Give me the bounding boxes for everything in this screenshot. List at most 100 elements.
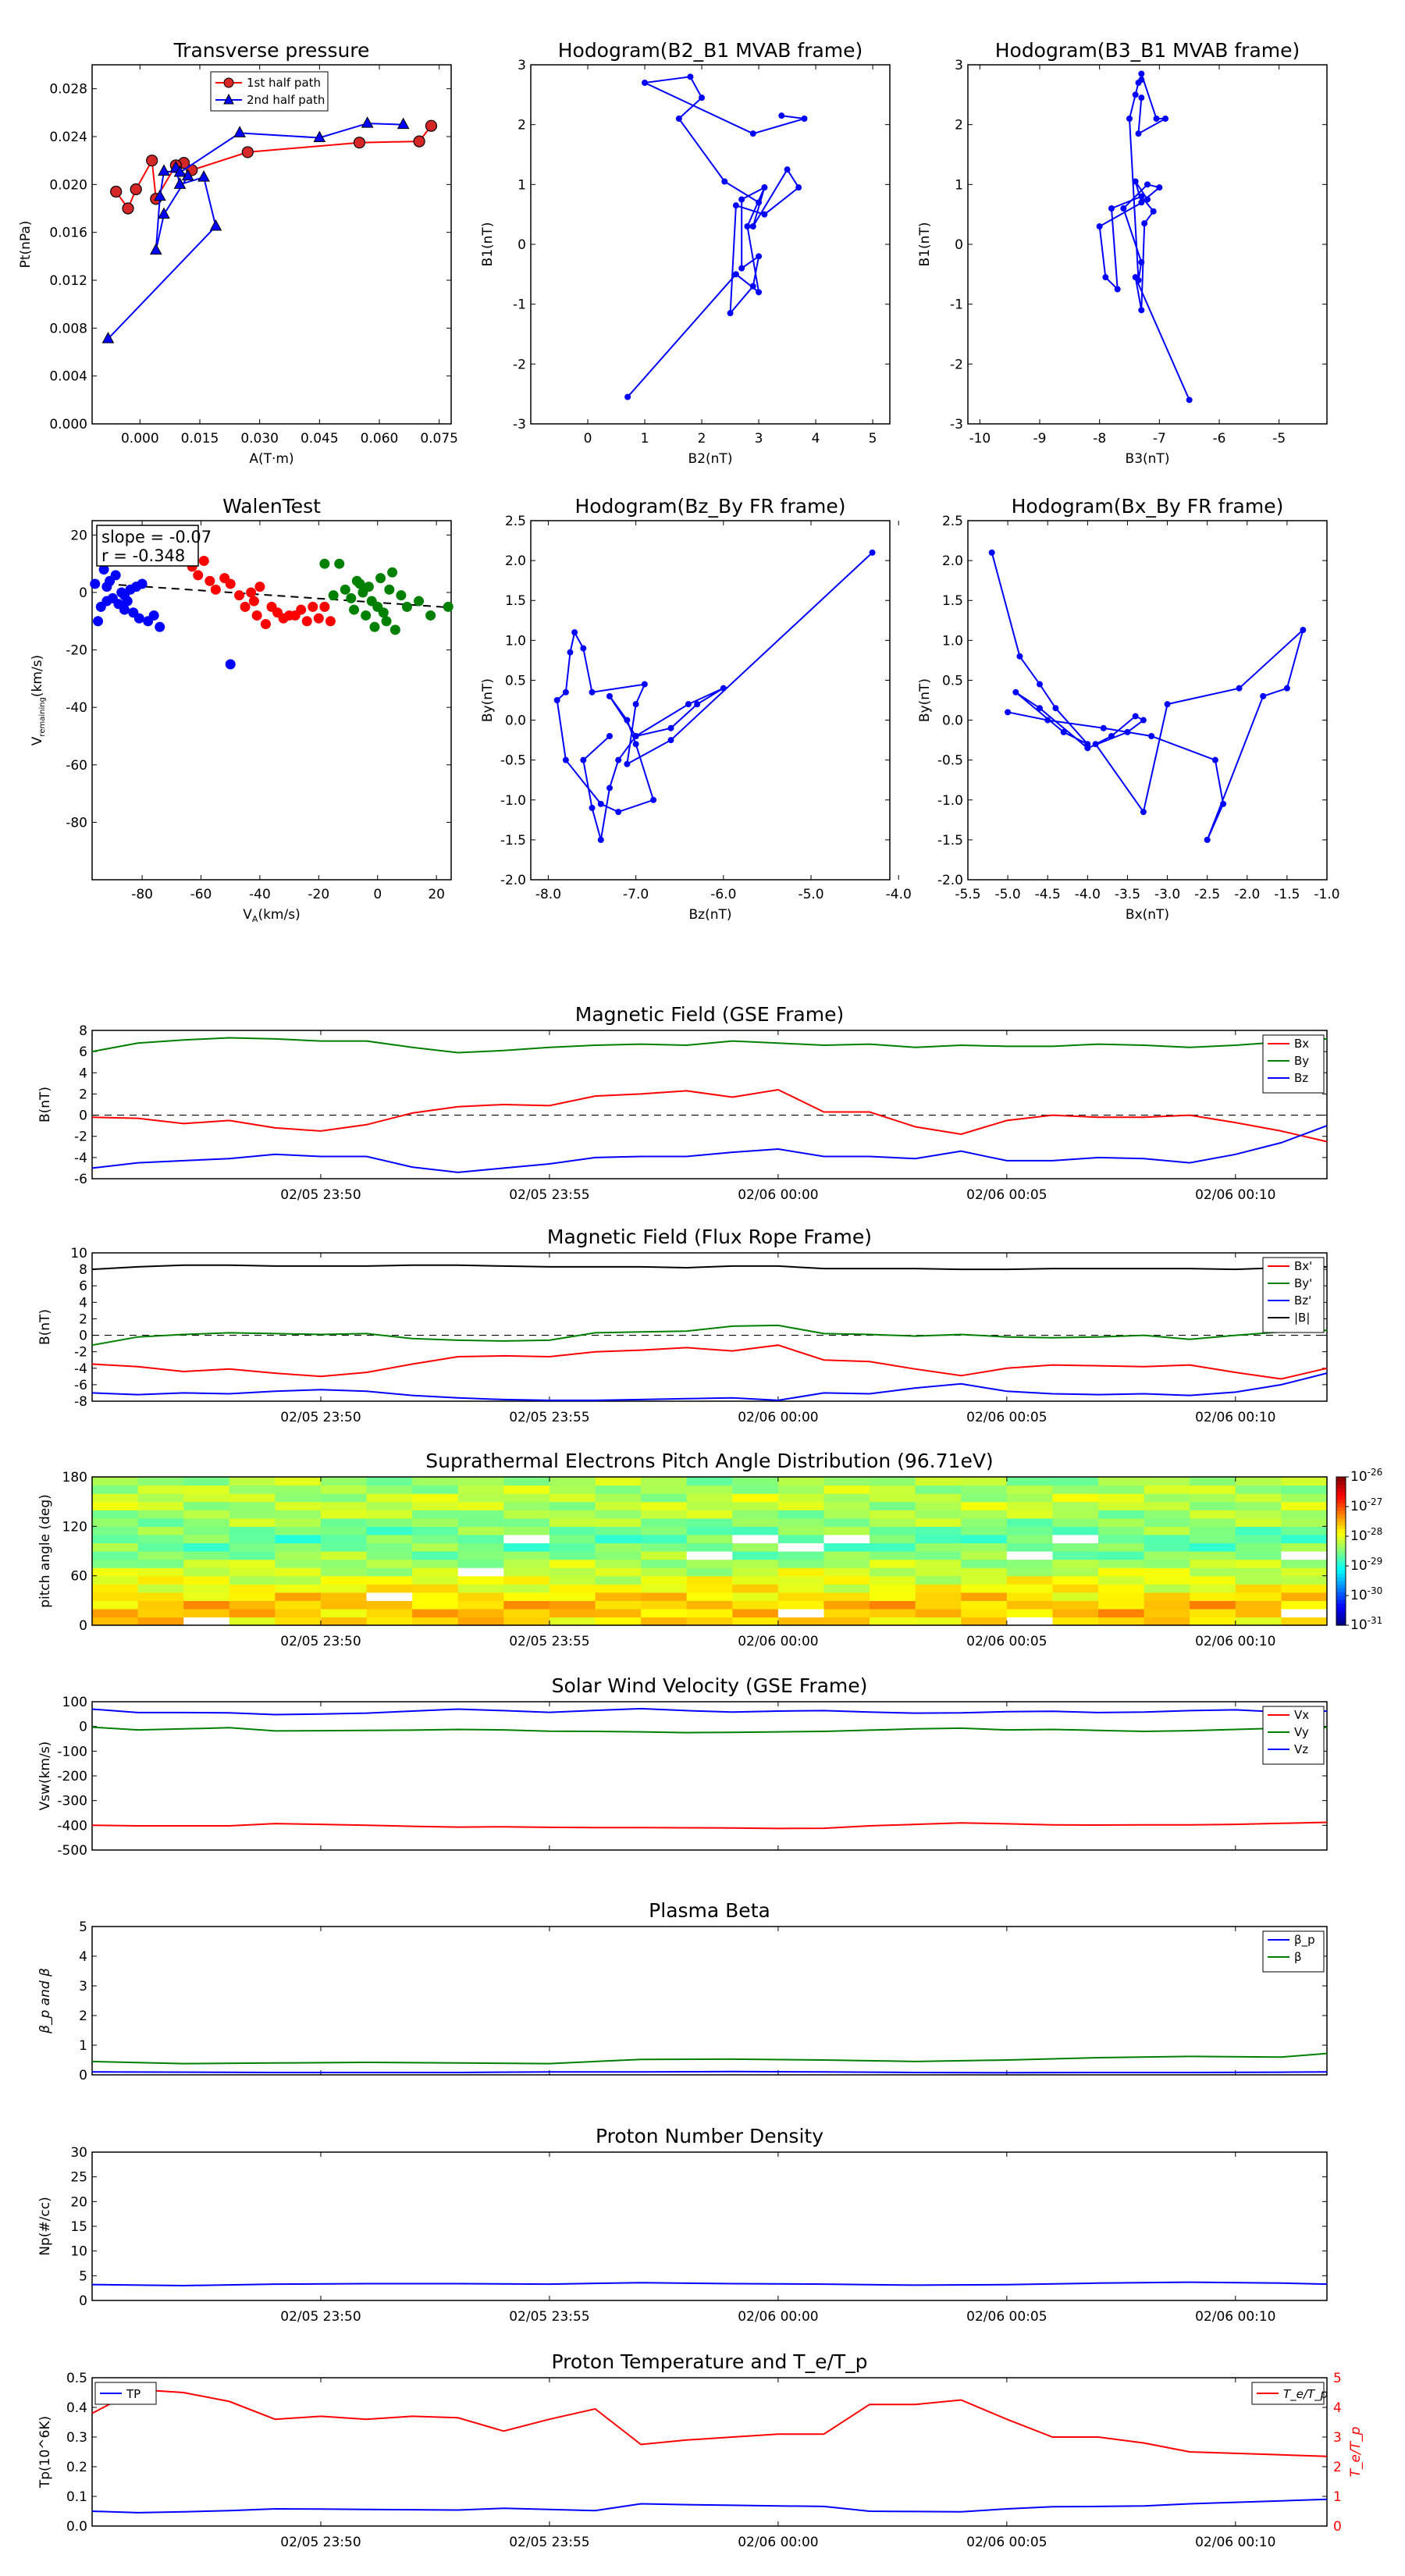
x-tick-label: -3.0 [1154, 887, 1180, 902]
y-tick-label: 3 [955, 58, 963, 73]
heatmap-cell [1052, 1617, 1099, 1626]
hodogram-point [1138, 94, 1145, 101]
heatmap-cell [457, 1493, 504, 1503]
y-tick-label: 8 [79, 1262, 87, 1278]
colorbar-tick-label: 10-27 [1350, 1496, 1382, 1514]
heatmap-cell [732, 1600, 779, 1610]
y-tick-label: -40 [66, 700, 87, 716]
point-2nd-half [181, 169, 194, 181]
heatmap-cell [870, 1526, 916, 1535]
heatmap-cell [137, 1559, 184, 1568]
heatmap-cell [457, 1517, 504, 1527]
legend-label: Bx [1294, 1037, 1309, 1051]
y-tick-label: 0 [79, 1618, 87, 1634]
hodogram-point [615, 809, 622, 816]
heatmap-cell [1235, 1485, 1282, 1494]
y2-tick-label: 0 [1333, 2519, 1342, 2535]
heatmap-cell [777, 1526, 825, 1535]
colorbar-segment [1336, 1525, 1346, 1530]
heatmap-cell [961, 1501, 1008, 1510]
walen-point [319, 601, 330, 612]
hodogram-point [650, 796, 657, 803]
heatmap-cell [1190, 1485, 1236, 1494]
hodogram-point [744, 223, 751, 229]
heatmap-cell [961, 1567, 1008, 1577]
walen-point [363, 582, 374, 592]
annotation-r: r = -0.348 [101, 546, 185, 565]
x-tick-label: 02/06 00:10 [1195, 1634, 1275, 1649]
heatmap-cell [641, 1551, 688, 1560]
heatmap-cell [732, 1501, 779, 1510]
hodogram-point [1092, 741, 1099, 748]
walen-point [414, 596, 425, 607]
heatmap-cell [320, 1600, 368, 1610]
x-axis-label-sub: A [252, 914, 258, 924]
heatmap-cell [1098, 1592, 1145, 1601]
heatmap-cell [275, 1542, 322, 1552]
heatmap-cell [137, 1584, 184, 1593]
point-1st-half [241, 146, 254, 158]
heatmap-cell [1235, 1600, 1282, 1610]
heatmap-cell [1052, 1485, 1099, 1494]
hodogram-point [1037, 705, 1043, 712]
walen-point [148, 610, 159, 621]
x-tick-label: -5.0 [798, 887, 823, 902]
heatmap-cell [595, 1510, 642, 1519]
heatmap-cell [1098, 1567, 1145, 1577]
heatmap-cell [503, 1534, 550, 1544]
heatmap-cell [229, 1526, 276, 1535]
hodogram-point [1135, 130, 1142, 137]
heatmap-cell [457, 1567, 504, 1577]
heatmap-cell [961, 1551, 1008, 1560]
x-tick-label: -1.5 [1274, 887, 1300, 902]
heatmap-cell [549, 1542, 596, 1552]
heatmap-cell [732, 1575, 779, 1585]
x-tick-label: -4.0 [886, 887, 912, 902]
hodogram-point [1144, 181, 1151, 188]
colorbar-segment [1336, 1621, 1346, 1626]
heatmap-cell [366, 1617, 413, 1626]
hodogram-point [738, 196, 745, 203]
heatmap-cell [92, 1559, 139, 1568]
heatmap-cell [732, 1493, 779, 1503]
colorbar-tick-label: 10-29 [1350, 1556, 1382, 1574]
colorbar-tick-label: 10-31 [1350, 1615, 1382, 1633]
hodogram-point [1108, 205, 1115, 212]
heatmap-cell [1144, 1485, 1190, 1494]
y-tick-label: 15 [70, 2219, 87, 2235]
heatmap-cell [1235, 1551, 1282, 1560]
heatmap-cell [823, 1608, 870, 1618]
x-tick-label: 0.015 [181, 431, 219, 447]
heatmap-cell [412, 1485, 459, 1494]
series-line-1 [91, 2070, 1328, 2074]
y-tick-label: 10 [70, 1246, 87, 1261]
heatmap-cell [823, 1600, 870, 1610]
x-tick-label: 02/06 00:05 [966, 1187, 1047, 1203]
y-axis-label: B1(nT) [917, 222, 933, 267]
heatmap-cell [1144, 1477, 1190, 1486]
heatmap-cell [183, 1510, 230, 1519]
y-tick-label: 0.3 [66, 2430, 87, 2446]
y-axis-label: Vsw(km/s) [37, 1742, 53, 1811]
y-tick-label: -2 [513, 357, 526, 372]
heatmap-cell [732, 1542, 779, 1552]
y-axis-label-main: V [30, 736, 45, 745]
heatmap-cell [1006, 1592, 1054, 1601]
y-tick-label: 0 [518, 237, 526, 253]
heatmap-cell [366, 1584, 413, 1593]
series-line-1 [91, 1088, 1328, 1143]
legend-label: Vx [1294, 1708, 1309, 1722]
heatmap-cell [915, 1592, 962, 1601]
walen-point [205, 575, 215, 586]
chart-title: Hodogram(B2_B1 MVAB frame) [558, 39, 863, 62]
x-axis-label-main: V [243, 907, 252, 923]
heatmap-cell [183, 1551, 230, 1560]
y-axis-label-unit: (km/s) [30, 655, 45, 697]
heatmap-cell [1098, 1575, 1145, 1585]
heatmap-cell [366, 1551, 413, 1560]
colorbar-segment [1336, 1495, 1346, 1500]
heatmap-cell [92, 1501, 139, 1510]
point-2nd-half [154, 189, 166, 201]
colorbar-segment [1336, 1569, 1346, 1574]
heatmap-cell [732, 1517, 779, 1527]
